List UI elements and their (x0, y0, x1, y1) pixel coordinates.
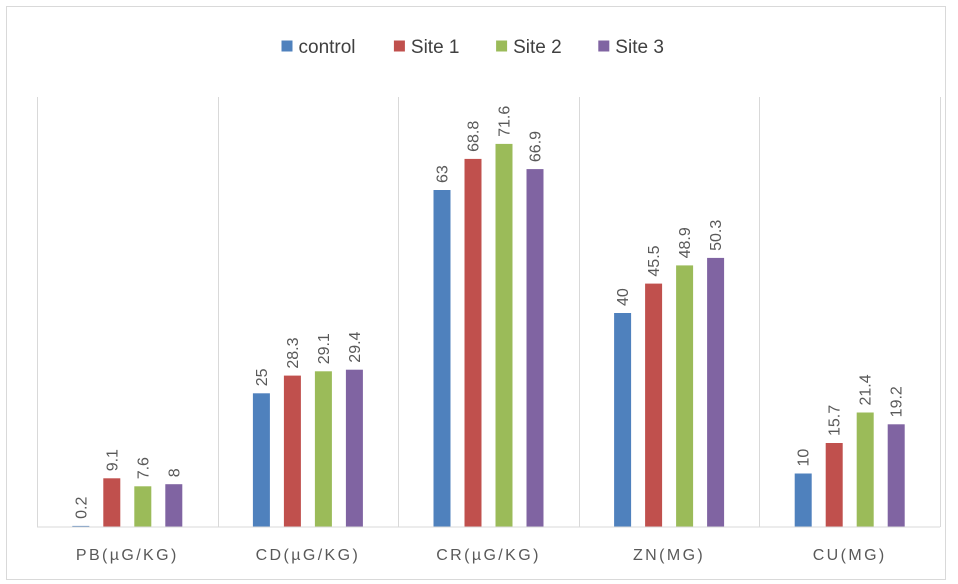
data-label: 28.3 (285, 337, 302, 368)
data-label: 25 (254, 368, 271, 386)
data-label: 21.4 (858, 374, 875, 405)
bar-control (252, 393, 270, 528)
bar-site-3 (707, 257, 725, 527)
bar-site-3 (526, 169, 544, 527)
bars (72, 143, 905, 528)
bar-site-1 (645, 283, 663, 527)
data-label: 66.9 (528, 131, 545, 162)
legend-swatch (281, 40, 293, 52)
legend-label: Site 3 (615, 37, 664, 58)
data-label: 7.6 (135, 457, 152, 479)
data-label: 15.7 (827, 405, 844, 436)
bar-site-1 (825, 443, 843, 527)
bar-site-2 (134, 486, 152, 527)
data-label: 0.2 (73, 497, 90, 519)
bar-site-3 (887, 424, 905, 527)
category-label: ZN(MG) (633, 547, 705, 564)
legend-swatch (496, 40, 508, 52)
data-label: 9.1 (104, 449, 121, 471)
category-labels: PB(µG/KG) CD(µG/KG) CR(µG/KG) ZN(MG) CU(MG) (76, 547, 887, 564)
data-labels: 0.2 9.1 7.6 8 25 28.3 29.1 29.4 63 68.8 71.6 66.9 40… (73, 106, 905, 519)
category-label: CR(µG/KG) (436, 547, 541, 564)
bar-control (72, 525, 90, 527)
bar-site-2 (676, 265, 694, 527)
bar-control (614, 313, 632, 527)
category-label: CD(µG/KG) (256, 547, 361, 564)
data-label: 19.2 (889, 386, 906, 417)
data-label: 48.9 (677, 227, 694, 258)
bar-control (794, 473, 812, 527)
legend-swatch (393, 40, 405, 52)
data-label: 29.1 (316, 333, 333, 364)
data-label: 68.8 (466, 121, 483, 152)
data-label: 29.4 (347, 331, 364, 362)
bar-site-2 (495, 143, 513, 527)
data-label: 8 (166, 468, 183, 477)
bar-site-1 (464, 158, 482, 527)
data-label: 45.5 (646, 245, 663, 276)
data-label: 10 (796, 449, 813, 467)
bar-site-1 (283, 375, 301, 527)
bar-control (433, 190, 451, 527)
data-label: 50.3 (708, 220, 725, 251)
legend-label: Site 2 (513, 37, 562, 58)
legend: control Site 1 Site 2 Site 3 (281, 37, 664, 58)
data-label: 71.6 (497, 106, 514, 137)
bar-site-2 (856, 412, 874, 527)
data-label: 40 (615, 288, 632, 306)
legend-swatch (598, 40, 610, 52)
bar-site-3 (165, 484, 183, 527)
bar-site-2 (314, 371, 332, 527)
category-label: PB(µG/KG) (76, 547, 179, 564)
data-label: 63 (435, 165, 452, 183)
category-separators (37, 97, 941, 527)
bar-site-1 (103, 478, 121, 527)
category-label: CU(MG) (813, 547, 887, 564)
legend-label: Site 1 (411, 37, 460, 58)
legend-label: control (299, 37, 356, 58)
bar-site-3 (345, 369, 363, 527)
